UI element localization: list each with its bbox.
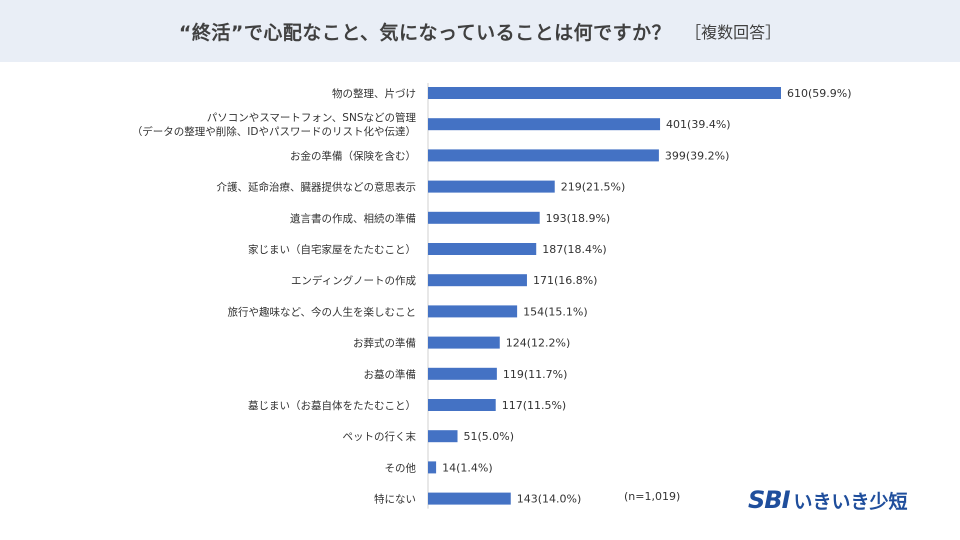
data-label: 171(16.8%) <box>533 274 598 287</box>
bar <box>428 211 540 224</box>
category-label: エンディングノートの作成 <box>291 274 417 287</box>
bar <box>428 149 659 162</box>
category-label: 墓じまい（お墓自体をたたむこと） <box>248 399 416 412</box>
data-label: 401(39.4%) <box>666 118 731 131</box>
data-label: 154(15.1%) <box>523 305 588 318</box>
data-label: 187(18.4%) <box>542 243 607 256</box>
category-label: （データの整理や削除、IDやパスワードのリスト化や伝達） <box>132 125 416 138</box>
category-label: 物の整理、片づけ <box>332 87 416 100</box>
chart-header: “終活”で心配なこと、気になっていることは何ですか？ ［複数回答］ <box>0 0 960 62</box>
bar <box>428 430 458 443</box>
category-label: 特にない <box>374 494 416 506</box>
data-label: 193(18.9%) <box>546 212 611 225</box>
category-label: その他 <box>385 461 417 474</box>
category-label: お墓の準備 <box>364 368 417 381</box>
data-label: 117(11.5%) <box>502 399 567 412</box>
chart-subtitle: ［複数回答］ <box>685 23 782 42</box>
company-logo: SBI いきいき少短 <box>748 486 908 514</box>
bar <box>428 274 527 287</box>
category-label: ペットの行く末 <box>343 430 417 443</box>
bar <box>428 492 511 505</box>
bar <box>428 118 661 131</box>
category-label: お金の準備（保険を含む） <box>290 149 416 162</box>
logo-company-name: いきいき少短 <box>793 490 908 513</box>
category-label: お葬式の準備 <box>353 337 416 350</box>
data-label: 119(11.7%) <box>503 368 568 381</box>
bar <box>428 461 437 474</box>
data-label: 143(14.0%) <box>517 493 582 506</box>
data-label: 219(21.5%) <box>561 181 626 194</box>
data-label: 14(1.4%) <box>442 461 493 474</box>
chart-title: “終活”で心配なこと、気になっていることは何ですか？ <box>178 21 672 44</box>
bar <box>428 367 497 380</box>
sample-size-note: (n=1,019) <box>624 490 681 503</box>
data-label: 124(12.2%) <box>506 337 571 350</box>
data-label: 610(59.9%) <box>787 87 852 100</box>
category-label: 介護、延命治療、臓器提供などの意思表示 <box>217 181 417 194</box>
bar <box>428 180 555 193</box>
bar <box>428 87 781 99</box>
category-label: パソコンやスマートフォン、SNSなどの管理 <box>207 111 417 124</box>
bar <box>428 305 518 318</box>
bar <box>428 243 537 255</box>
data-label: 399(39.2%) <box>665 149 730 162</box>
category-label: 旅行や趣味など、今の人生を楽しむこと <box>228 305 416 318</box>
category-label: 家じまい（自宅家屋をたたむこと） <box>248 243 416 256</box>
data-label: 51(5.0%) <box>464 430 515 443</box>
logo-sbi-mark: SBI <box>748 486 791 514</box>
bar <box>428 399 496 411</box>
bar <box>428 336 500 349</box>
category-label: 遺言書の作成、相続の準備 <box>290 212 416 225</box>
